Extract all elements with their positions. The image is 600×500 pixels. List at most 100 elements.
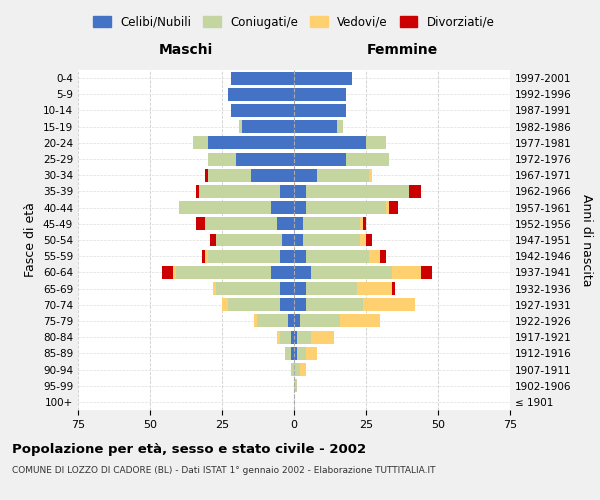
Bar — [291, 330, 294, 344]
Bar — [311, 330, 334, 344]
Bar — [294, 298, 305, 311]
Text: Popolazione per età, sesso e stato civile - 2002: Popolazione per età, sesso e stato civil… — [12, 442, 366, 456]
Bar — [251, 169, 294, 181]
Bar — [291, 347, 294, 360]
Bar — [297, 347, 305, 360]
Bar — [205, 218, 277, 230]
Bar — [199, 185, 280, 198]
Bar — [294, 169, 317, 181]
Bar — [280, 250, 294, 262]
Bar — [340, 314, 380, 328]
Bar — [311, 266, 392, 279]
Bar — [242, 120, 294, 133]
Bar — [230, 104, 294, 117]
Bar — [337, 120, 343, 133]
Bar — [386, 201, 389, 214]
Bar — [205, 250, 208, 262]
Bar — [176, 266, 271, 279]
Bar — [228, 298, 280, 311]
Y-axis label: Anni di nascita: Anni di nascita — [580, 194, 593, 286]
Bar — [421, 266, 432, 279]
Bar — [283, 234, 294, 246]
Bar — [305, 282, 358, 295]
Bar — [208, 169, 251, 181]
Bar — [305, 201, 386, 214]
Bar — [271, 266, 294, 279]
Bar — [161, 266, 173, 279]
Bar — [300, 363, 305, 376]
Y-axis label: Fasce di età: Fasce di età — [25, 202, 37, 278]
Bar — [228, 88, 294, 101]
Bar — [366, 234, 372, 246]
Bar — [294, 104, 346, 117]
Bar — [294, 266, 311, 279]
Bar — [380, 250, 386, 262]
Bar — [294, 347, 297, 360]
Bar — [271, 201, 294, 214]
Bar — [208, 250, 280, 262]
Bar — [294, 234, 302, 246]
Bar — [294, 88, 346, 101]
Bar — [409, 185, 421, 198]
Bar — [216, 282, 280, 295]
Bar — [366, 136, 386, 149]
Bar — [257, 314, 288, 328]
Bar — [369, 250, 380, 262]
Bar — [294, 120, 337, 133]
Bar — [294, 152, 346, 166]
Bar — [294, 201, 305, 214]
Bar — [208, 152, 236, 166]
Bar — [317, 169, 369, 181]
Bar — [280, 330, 291, 344]
Bar — [294, 330, 297, 344]
Bar — [305, 298, 363, 311]
Bar — [196, 218, 205, 230]
Bar — [300, 314, 340, 328]
Bar — [358, 282, 392, 295]
Bar — [294, 136, 366, 149]
Bar — [277, 330, 280, 344]
Bar — [286, 347, 291, 360]
Bar — [280, 185, 294, 198]
Bar — [302, 218, 360, 230]
Bar — [360, 234, 366, 246]
Bar — [389, 201, 398, 214]
Bar — [392, 266, 421, 279]
Bar — [196, 185, 199, 198]
Bar — [360, 218, 363, 230]
Bar — [294, 314, 300, 328]
Bar — [291, 363, 294, 376]
Bar — [202, 250, 205, 262]
Bar — [222, 298, 228, 311]
Bar — [294, 282, 305, 295]
Bar — [305, 185, 409, 198]
Legend: Celibi/Nubili, Coniugati/e, Vedovi/e, Divorziati/e: Celibi/Nubili, Coniugati/e, Vedovi/e, Di… — [89, 11, 499, 34]
Bar — [369, 169, 372, 181]
Bar — [297, 330, 311, 344]
Bar — [363, 298, 415, 311]
Bar — [294, 250, 305, 262]
Bar — [208, 136, 294, 149]
Bar — [280, 298, 294, 311]
Bar — [363, 218, 366, 230]
Bar — [277, 218, 294, 230]
Bar — [254, 314, 257, 328]
Text: Maschi: Maschi — [159, 43, 213, 57]
Text: COMUNE DI LOZZO DI CADORE (BL) - Dati ISTAT 1° gennaio 2002 - Elaborazione TUTTI: COMUNE DI LOZZO DI CADORE (BL) - Dati IS… — [12, 466, 436, 475]
Bar — [216, 234, 283, 246]
Bar — [305, 347, 317, 360]
Bar — [288, 314, 294, 328]
Bar — [294, 218, 302, 230]
Bar — [193, 136, 208, 149]
Bar — [305, 250, 369, 262]
Bar — [236, 152, 294, 166]
Bar — [346, 152, 389, 166]
Bar — [205, 169, 208, 181]
Bar — [392, 282, 395, 295]
Bar — [294, 185, 305, 198]
Bar — [179, 201, 271, 214]
Bar — [173, 266, 176, 279]
Text: Femmine: Femmine — [367, 43, 437, 57]
Bar — [239, 120, 242, 133]
Bar — [302, 234, 360, 246]
